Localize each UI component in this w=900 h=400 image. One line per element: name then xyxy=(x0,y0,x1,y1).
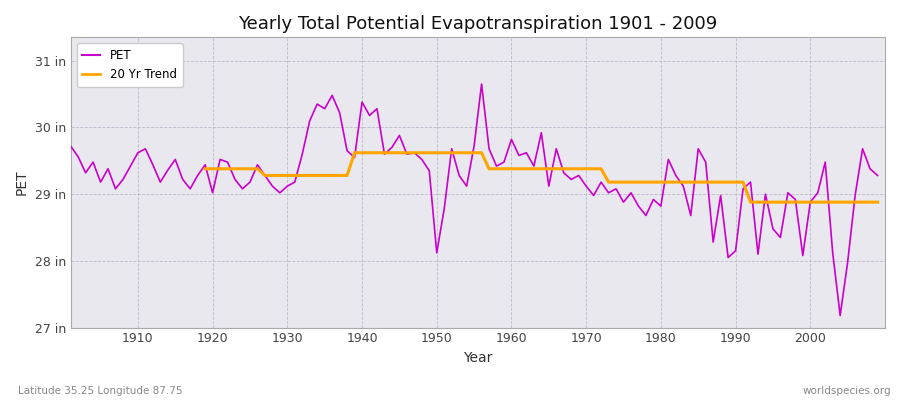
Text: worldspecies.org: worldspecies.org xyxy=(803,386,891,396)
Text: Latitude 35.25 Longitude 87.75: Latitude 35.25 Longitude 87.75 xyxy=(18,386,183,396)
X-axis label: Year: Year xyxy=(464,351,492,365)
Y-axis label: PET: PET xyxy=(15,170,29,195)
Title: Yearly Total Potential Evapotranspiration 1901 - 2009: Yearly Total Potential Evapotranspiratio… xyxy=(238,15,717,33)
Legend: PET, 20 Yr Trend: PET, 20 Yr Trend xyxy=(76,43,183,87)
